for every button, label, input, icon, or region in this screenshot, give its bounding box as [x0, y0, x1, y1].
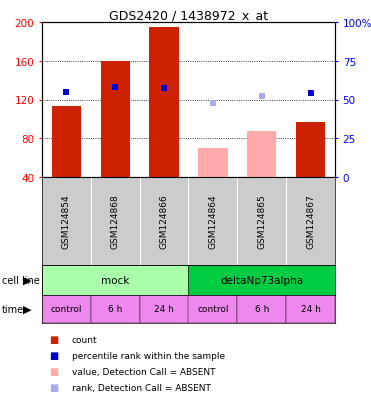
Text: control: control	[51, 305, 82, 314]
Text: ■: ■	[49, 334, 59, 344]
Text: GSM124865: GSM124865	[257, 194, 266, 249]
Text: GSM124866: GSM124866	[160, 194, 168, 249]
Text: GSM124854: GSM124854	[62, 194, 71, 249]
Text: ■: ■	[49, 382, 59, 392]
Bar	[91, 295, 139, 323]
Text: cell line: cell line	[2, 275, 40, 285]
Text: 6 h: 6 h	[255, 305, 269, 314]
Bar	[247, 131, 276, 178]
Bar	[101, 62, 130, 178]
Text: percentile rank within the sample: percentile rank within the sample	[72, 351, 225, 360]
Text: count: count	[72, 335, 97, 344]
Text: control: control	[197, 305, 229, 314]
Text: mock: mock	[101, 275, 129, 285]
Bar	[42, 295, 91, 323]
Bar	[296, 123, 325, 178]
Text: 24 h: 24 h	[154, 305, 174, 314]
Text: ■: ■	[49, 366, 59, 376]
Text: GSM124864: GSM124864	[209, 194, 217, 249]
Text: ▶: ▶	[23, 275, 32, 285]
Bar	[237, 295, 286, 323]
Text: time: time	[2, 304, 24, 314]
Text: ■: ■	[49, 350, 59, 360]
Bar	[42, 266, 188, 295]
Bar	[188, 295, 237, 323]
Bar	[198, 149, 227, 178]
Text: ▶: ▶	[23, 304, 32, 314]
Bar	[286, 295, 335, 323]
Bar	[52, 107, 81, 178]
Text: deltaNp73alpha: deltaNp73alpha	[220, 275, 303, 285]
Bar	[188, 266, 335, 295]
Text: rank, Detection Call = ABSENT: rank, Detection Call = ABSENT	[72, 382, 211, 392]
Text: 6 h: 6 h	[108, 305, 122, 314]
Title: GDS2420 / 1438972_x_at: GDS2420 / 1438972_x_at	[109, 9, 268, 22]
Text: 24 h: 24 h	[301, 305, 321, 314]
Bar	[139, 295, 188, 323]
Bar	[150, 28, 179, 178]
Text: value, Detection Call = ABSENT: value, Detection Call = ABSENT	[72, 367, 215, 376]
Text: GSM124868: GSM124868	[111, 194, 120, 249]
Text: GSM124867: GSM124867	[306, 194, 315, 249]
